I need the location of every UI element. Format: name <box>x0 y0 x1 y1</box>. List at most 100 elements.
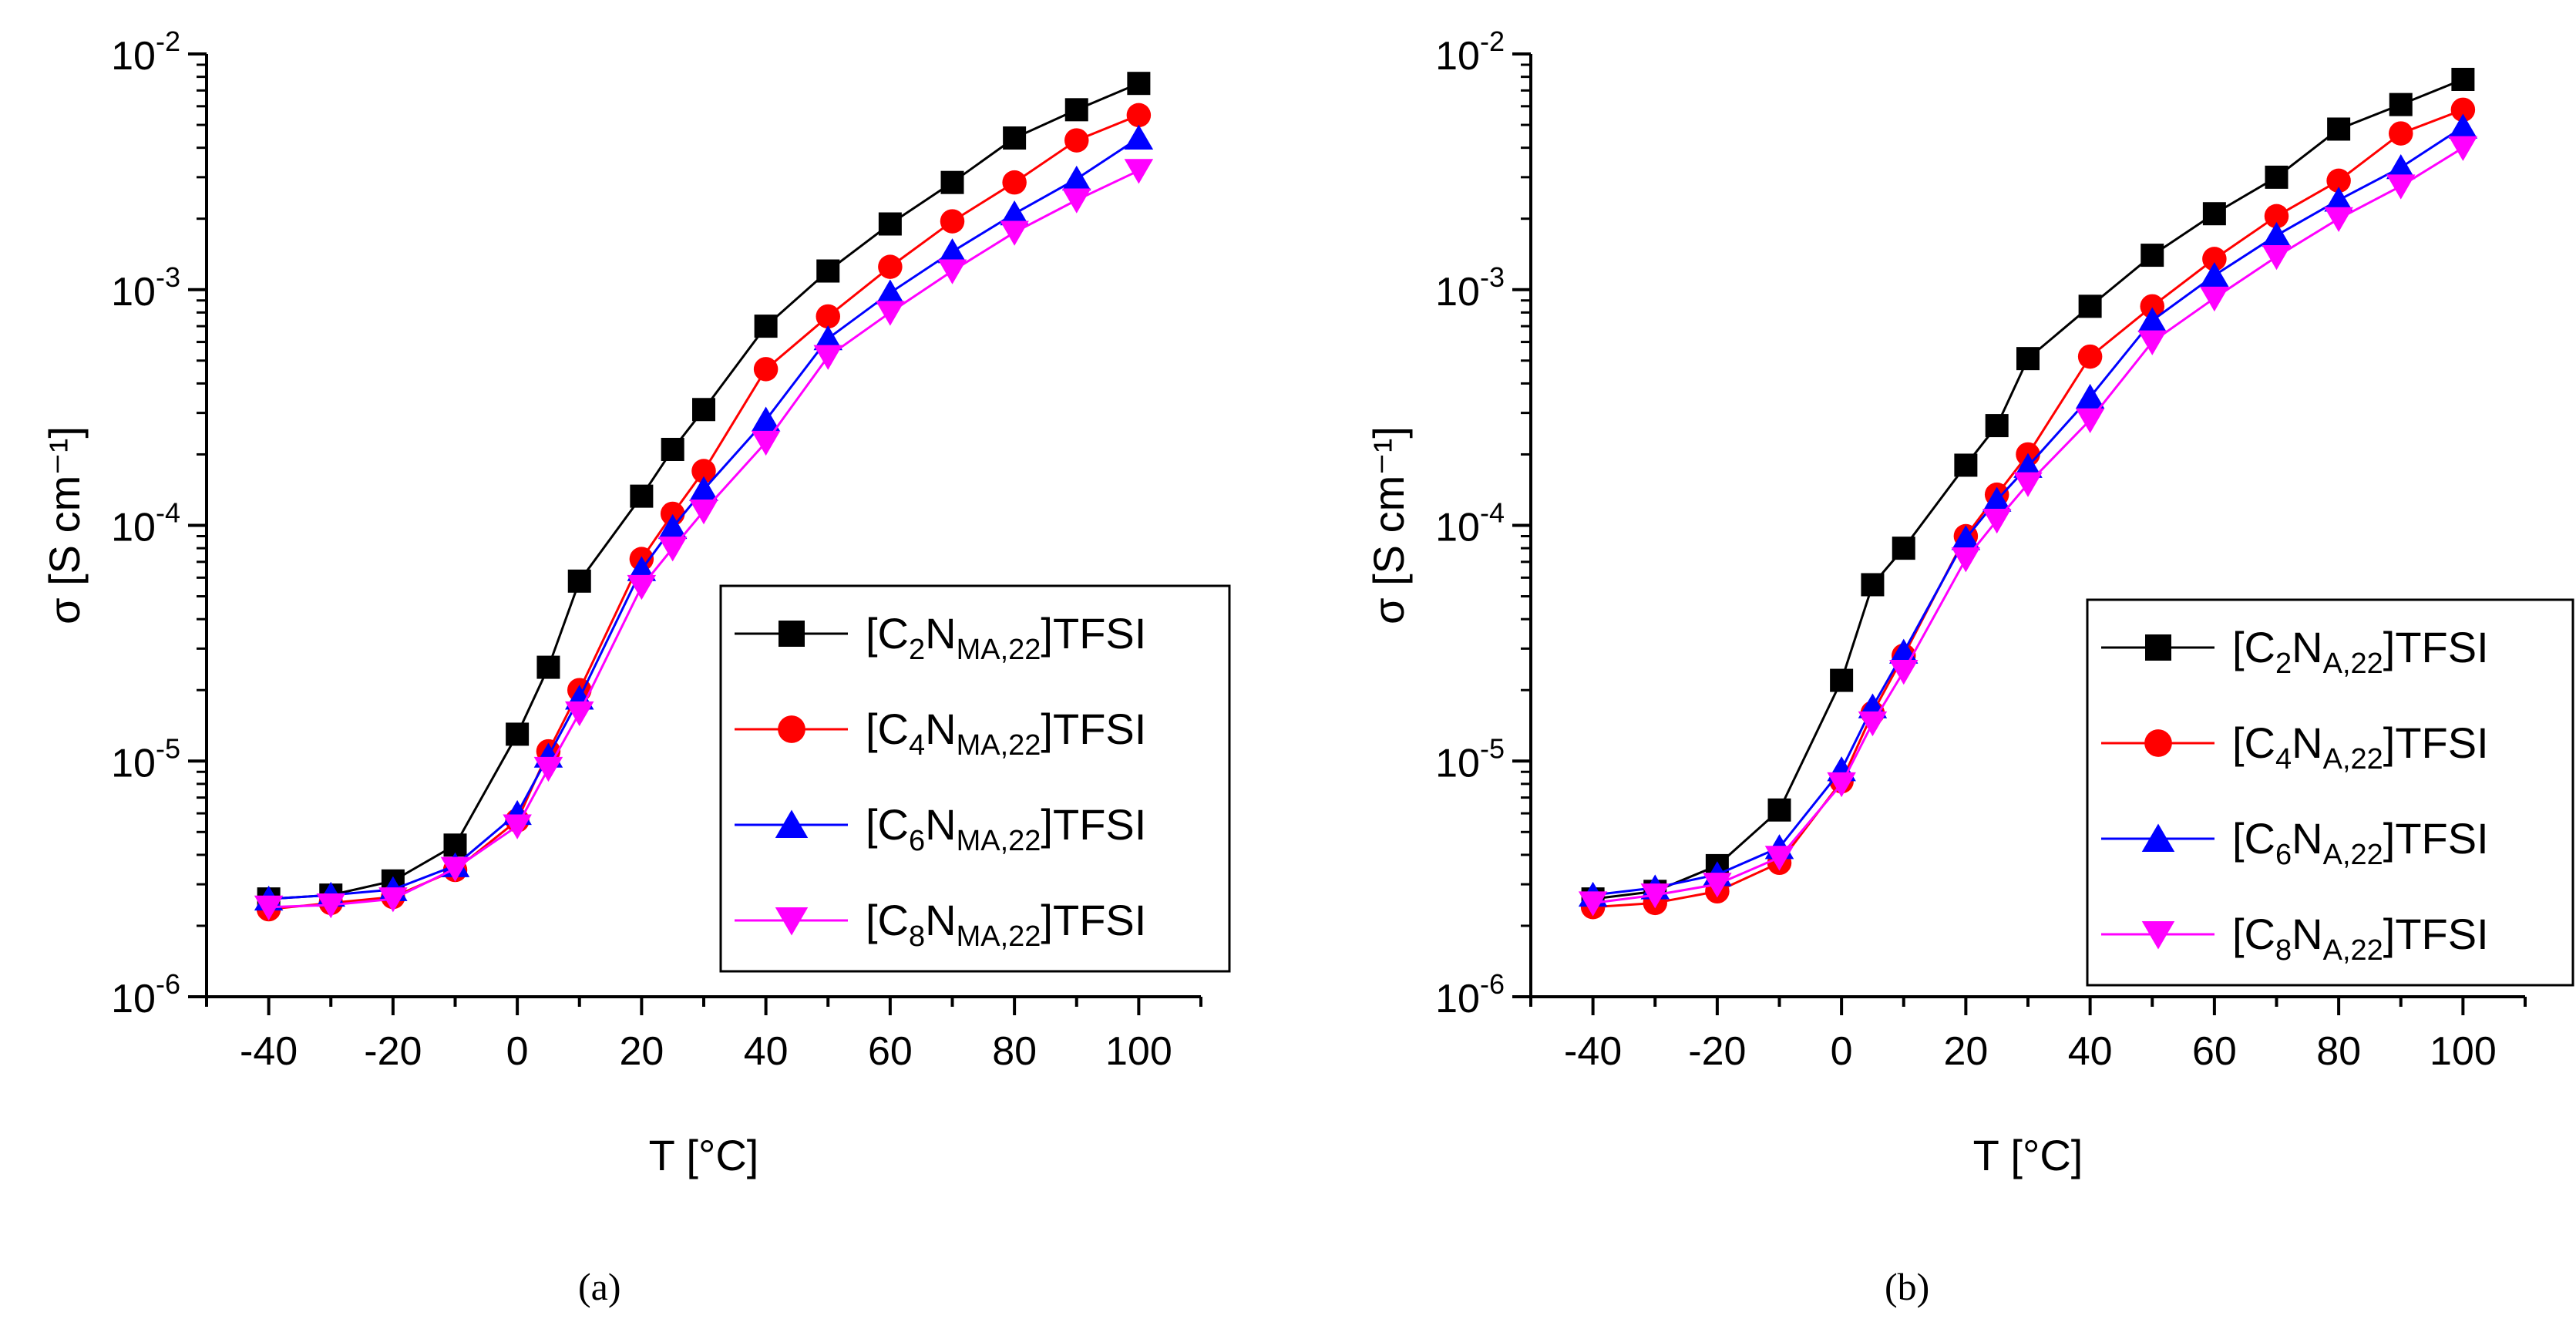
data-point-series-4 <box>1578 891 1608 917</box>
y-tick-label: 10-5 <box>111 732 180 786</box>
legend-text-part: [C <box>2232 623 2275 671</box>
data-point-series-2 <box>940 209 965 234</box>
data-point-series-1 <box>1003 126 1027 150</box>
data-point-series-4 <box>2448 136 2478 161</box>
data-point-series-3 <box>1062 165 1091 191</box>
legend-text-part: N <box>2292 623 2322 671</box>
x-tick-label: 0 <box>506 1029 529 1074</box>
y-tick-base: 10 <box>111 34 156 79</box>
data-point-series-1 <box>2451 67 2475 91</box>
data-point-series-4 <box>533 756 563 782</box>
data-point-series-3 <box>2262 222 2292 247</box>
y-tick-base: 10 <box>111 977 156 1021</box>
y-tick-exponent: -2 <box>156 25 180 57</box>
data-point-series-4 <box>1858 711 1888 737</box>
legend-label-4: [C8NA,22]TFSI <box>2232 910 2489 967</box>
chart-b: -40 -20 0 20 40 60 80 10010-610-510-410-310-2T … <box>1364 25 2574 1179</box>
legend-subscript: 6 <box>2275 839 2292 871</box>
data-point-series-4 <box>1000 220 1029 246</box>
data-point-series-4 <box>876 301 905 326</box>
data-point-series-1 <box>1830 668 1854 692</box>
data-point-series-4 <box>657 537 688 562</box>
legend-text-part: [C <box>866 800 909 849</box>
data-point-series-4 <box>627 574 657 601</box>
legend-subscript: MA,22 <box>957 920 1041 953</box>
y-tick-label: 10-2 <box>111 25 180 79</box>
x-tick-label: 40 <box>744 1029 789 1074</box>
data-point-series-2 <box>2202 247 2227 271</box>
data-point-series-2 <box>691 459 716 483</box>
x-tick-label: -40 <box>240 1029 298 1074</box>
data-point-series-1 <box>878 212 902 236</box>
y-tick-label: 10-5 <box>1435 732 1505 786</box>
data-point-series-1 <box>567 569 591 593</box>
data-point-series-4 <box>937 259 967 284</box>
data-point-series-1 <box>2265 165 2288 189</box>
y-tick-base: 10 <box>1435 270 1480 315</box>
legend-subscript: MA,22 <box>957 729 1041 762</box>
y-tick-exponent: -6 <box>1480 968 1505 1000</box>
data-point-series-2 <box>816 304 840 329</box>
y-tick-label: 10-3 <box>1435 261 1505 315</box>
x-tick-label: 60 <box>2192 1029 2237 1074</box>
y-tick-exponent: -2 <box>1480 25 1505 57</box>
legend-marker-1 <box>779 621 805 647</box>
data-point-series-4 <box>565 701 594 727</box>
data-point-series-4 <box>440 856 470 882</box>
data-point-series-2 <box>1064 128 1089 153</box>
legend-text-part: N <box>2292 814 2322 863</box>
data-point-series-4 <box>813 345 842 370</box>
data-point-series-4 <box>503 814 532 839</box>
legend-subscript: A,22 <box>2323 934 2383 967</box>
legend-label-2: [C4NMA,22]TFSI <box>866 705 1146 762</box>
y-tick-base: 10 <box>111 741 156 786</box>
legend-text-part: N <box>2292 718 2322 767</box>
data-point-series-3 <box>1124 124 1154 150</box>
legend-text-part: N <box>2292 910 2322 958</box>
legend-text-part: N <box>925 800 956 849</box>
data-point-series-4 <box>1703 873 1732 898</box>
legend-subscript: MA,22 <box>957 825 1041 857</box>
data-point-series-1 <box>816 259 840 283</box>
data-point-series-1 <box>2389 93 2413 116</box>
legend-text-part: ]TFSI <box>2383 623 2489 671</box>
data-point-series-4 <box>1764 846 1794 871</box>
legend-box <box>2086 598 2574 987</box>
data-point-series-2 <box>2077 344 2103 369</box>
data-point-series-3 <box>937 238 967 264</box>
legend-marker-4 <box>775 907 809 936</box>
x-tick-label: 80 <box>992 1029 1037 1074</box>
data-point-series-4 <box>1889 660 1919 685</box>
y-tick-exponent: -5 <box>1480 732 1505 764</box>
data-point-series-2 <box>1002 170 1027 195</box>
y-tick-exponent: -5 <box>156 732 180 764</box>
y-tick-label: 10-6 <box>111 968 180 1021</box>
x-tick-label: -20 <box>1688 1029 1746 1074</box>
data-point-series-1 <box>536 655 560 679</box>
y-tick-label: 10-4 <box>111 497 180 550</box>
legend-subscript: 8 <box>909 920 925 953</box>
data-point-series-3 <box>1982 486 2012 512</box>
data-point-series-4 <box>751 430 781 456</box>
y-tick-label: 10-2 <box>1435 25 1505 79</box>
data-point-series-4 <box>1062 188 1091 214</box>
y-tick-label: 10-4 <box>1435 497 1505 550</box>
legend-marker-3 <box>775 809 809 838</box>
y-tick-exponent: -3 <box>1480 261 1505 293</box>
data-point-series-3 <box>2013 453 2043 478</box>
x-tick-label: 0 <box>1831 1029 1853 1074</box>
legend-subscript: 2 <box>909 634 925 666</box>
legend-label-4: [C8NMA,22]TFSI <box>866 896 1146 953</box>
data-point-series-1 <box>2202 202 2226 226</box>
legend-label-2: [C4NA,22]TFSI <box>2232 718 2489 776</box>
legend-subscript: 2 <box>2275 648 2292 680</box>
x-tick-label: 100 <box>2430 1029 2497 1074</box>
legend-text-part: ]TFSI <box>1041 609 1146 658</box>
data-point-series-4 <box>1124 159 1154 184</box>
legend-text-part: [C <box>2232 910 2275 958</box>
data-point-series-3 <box>2386 153 2416 180</box>
data-point-series-4 <box>1827 772 1856 798</box>
data-point-series-3 <box>1000 200 1029 226</box>
x-tick-label: 20 <box>619 1029 664 1074</box>
legend-marker-3 <box>2141 823 2175 852</box>
